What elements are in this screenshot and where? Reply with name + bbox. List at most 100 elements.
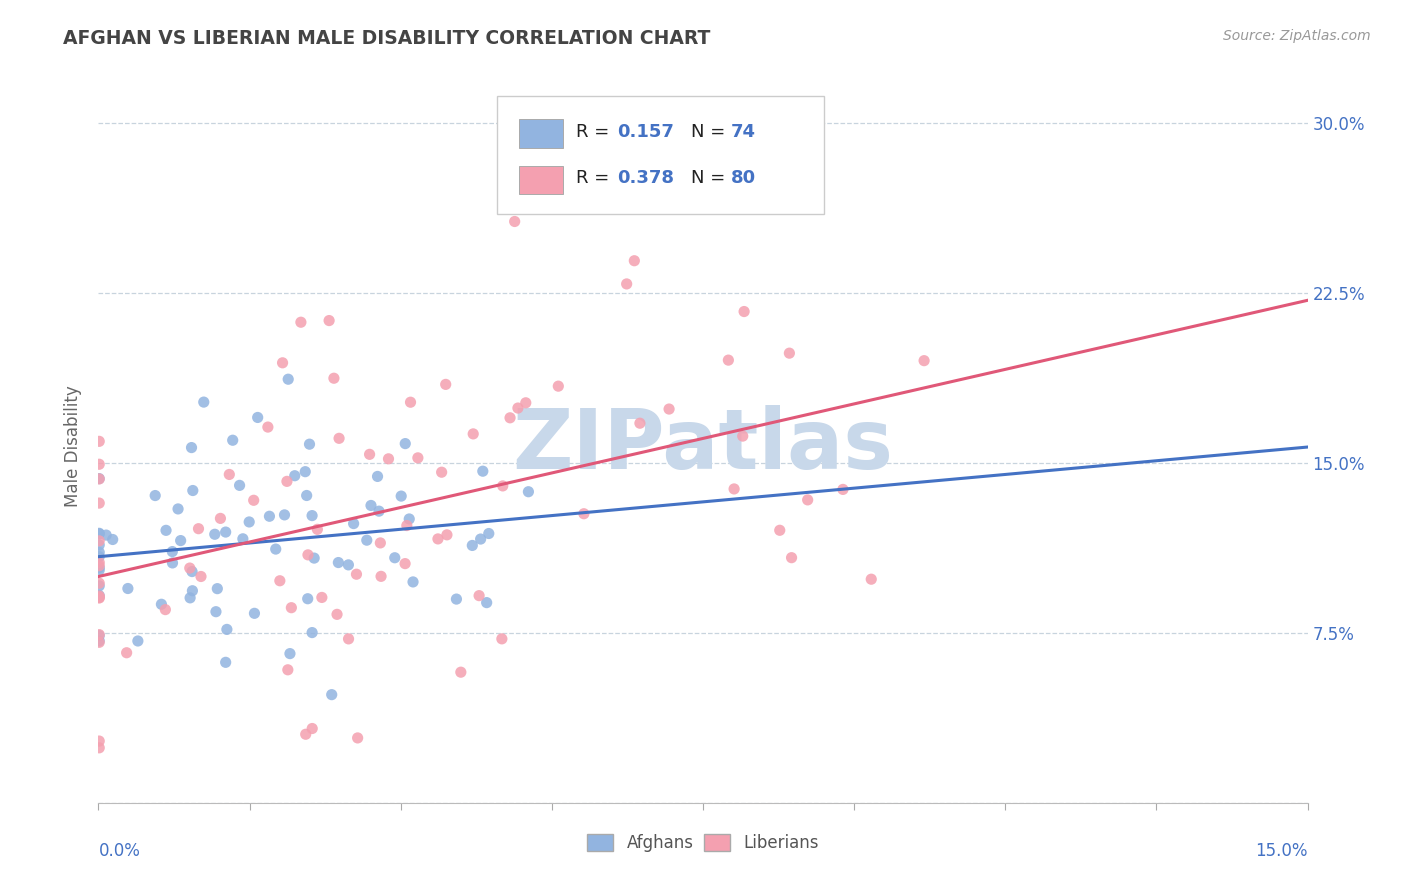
Point [181, 483, 204, 498]
Point [277, 663, 299, 677]
Point [155, 602, 177, 616]
Point [89, 591, 111, 605]
Point [89, 560, 111, 574]
Point [717, 353, 740, 368]
Point [463, 426, 485, 441]
Point [359, 447, 381, 461]
Text: 74: 74 [731, 123, 756, 141]
Point [470, 532, 492, 546]
Point [89, 496, 111, 510]
Point [96, 528, 118, 542]
Point [547, 379, 569, 393]
Point [503, 214, 526, 228]
Point [426, 532, 449, 546]
Point [731, 429, 754, 443]
Point [389, 489, 412, 503]
Point [89, 526, 111, 541]
Point [290, 315, 312, 329]
Point [187, 522, 209, 536]
Legend: Afghans, Liberians: Afghans, Liberians [582, 829, 824, 857]
Point [399, 395, 422, 409]
Point [209, 511, 232, 525]
Point [117, 582, 139, 596]
Point [478, 526, 501, 541]
Point [436, 528, 458, 542]
Text: 15.0%: 15.0% [1256, 842, 1308, 860]
Text: N =: N = [690, 169, 731, 187]
Point [284, 468, 307, 483]
Point [468, 589, 491, 603]
Point [406, 450, 429, 465]
Point [322, 371, 344, 385]
Point [89, 545, 111, 559]
Point [193, 395, 215, 409]
Point [222, 434, 245, 448]
Point [181, 583, 204, 598]
Point [264, 542, 287, 557]
Point [492, 479, 515, 493]
Point [384, 550, 406, 565]
Point [368, 504, 391, 518]
Point [318, 313, 340, 327]
Point [832, 483, 855, 497]
Text: AFGHAN VS LIBERIAN MALE DISABILITY CORRELATION CHART: AFGHAN VS LIBERIAN MALE DISABILITY CORRE… [63, 29, 710, 47]
Point [89, 635, 111, 649]
Point [89, 549, 111, 564]
Point [215, 656, 238, 670]
Text: 0.0%: 0.0% [98, 842, 141, 860]
Point [398, 512, 420, 526]
Point [169, 533, 191, 548]
Point [228, 478, 250, 492]
Point [238, 515, 260, 529]
Point [778, 346, 800, 360]
Point [491, 632, 513, 646]
Point [328, 556, 350, 570]
Point [162, 544, 184, 558]
Point [101, 533, 124, 547]
Point [89, 734, 111, 748]
Point [796, 492, 818, 507]
Point [218, 467, 240, 482]
Point [297, 591, 319, 606]
Point [430, 465, 453, 479]
Point [434, 377, 457, 392]
Point [298, 437, 321, 451]
Point [302, 551, 325, 566]
Text: 80: 80 [731, 169, 756, 187]
Text: R =: R = [576, 169, 614, 187]
Point [337, 558, 360, 572]
Point [215, 524, 238, 539]
Point [301, 508, 323, 523]
Point [471, 464, 494, 478]
Point [515, 396, 537, 410]
Point [243, 607, 266, 621]
Point [723, 482, 745, 496]
Point [205, 605, 228, 619]
Point [150, 597, 173, 611]
Point [89, 472, 111, 486]
FancyBboxPatch shape [498, 96, 824, 214]
Point [499, 410, 522, 425]
Point [395, 518, 418, 533]
Point [89, 556, 111, 570]
Point [912, 353, 935, 368]
Point [257, 420, 280, 434]
Point [167, 502, 190, 516]
Point [89, 434, 111, 449]
Point [311, 591, 333, 605]
Point [370, 536, 392, 550]
Text: Source: ZipAtlas.com: Source: ZipAtlas.com [1223, 29, 1371, 43]
Text: 0.378: 0.378 [617, 169, 673, 187]
Point [89, 589, 111, 603]
Point [204, 527, 226, 541]
Point [517, 484, 540, 499]
Point [658, 402, 681, 417]
Point [259, 509, 281, 524]
Point [295, 488, 318, 502]
Point [162, 556, 184, 570]
Point [181, 565, 204, 579]
Point [179, 561, 201, 575]
Point [277, 372, 299, 386]
Point [326, 607, 349, 622]
Point [769, 523, 792, 537]
